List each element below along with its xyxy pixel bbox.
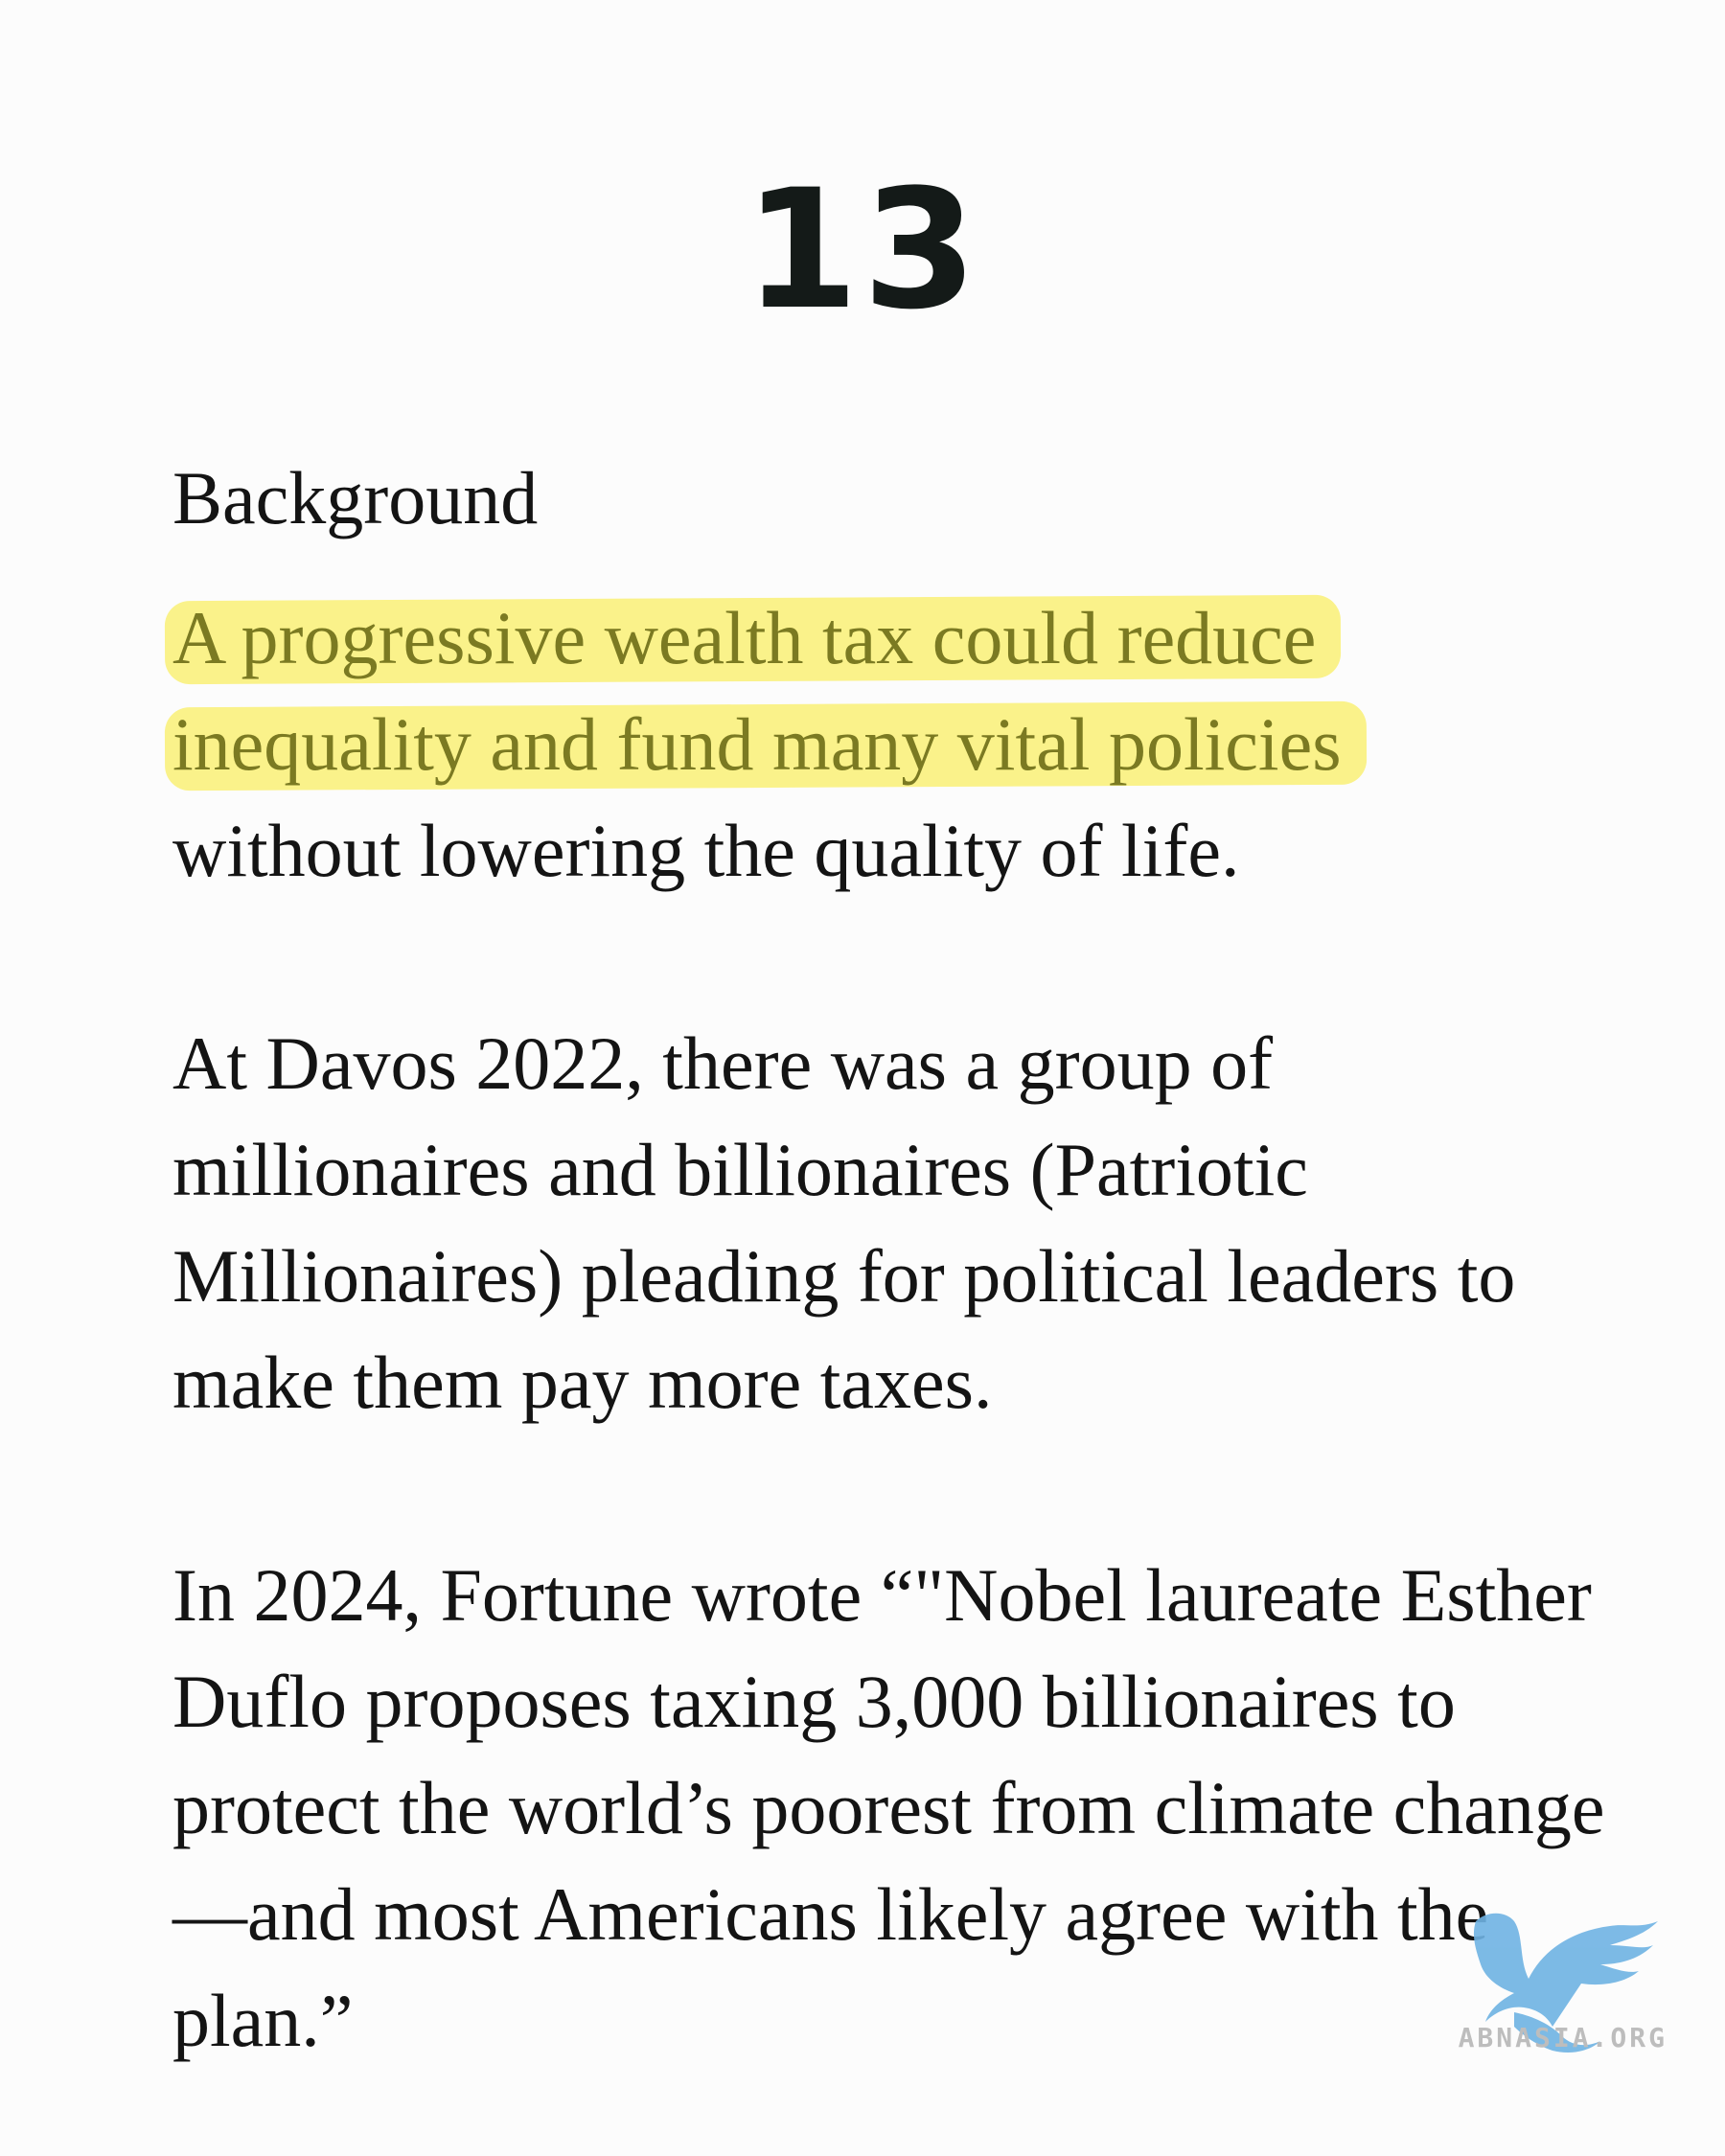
watermark-text: ABNASIA.ORG	[1458, 2022, 1668, 2053]
article-content: Background A progressive wealth tax coul…	[172, 446, 1648, 2074]
highlighted-text-line-2: inequality and fund many vital policies	[172, 691, 1342, 797]
watermark-logo: ABNASIA.ORG	[1457, 1892, 1677, 2065]
paragraph-davos: At Davos 2022, there was a group of mill…	[172, 1021, 1516, 1424]
section-heading: Background	[172, 456, 539, 539]
page-number: 13	[744, 153, 981, 346]
paragraph-text: without lowering the quality of life.	[172, 809, 1240, 892]
highlighted-text-line-1: A progressive wealth tax could reduce	[172, 585, 1316, 691]
paragraph-background: A progressive wealth tax could reduce in…	[172, 585, 1648, 904]
griffin-logo-icon	[1473, 1913, 1658, 2053]
paragraph-fortune: In 2024, Fortune wrote “"Nobel laureate …	[172, 1553, 1605, 2062]
